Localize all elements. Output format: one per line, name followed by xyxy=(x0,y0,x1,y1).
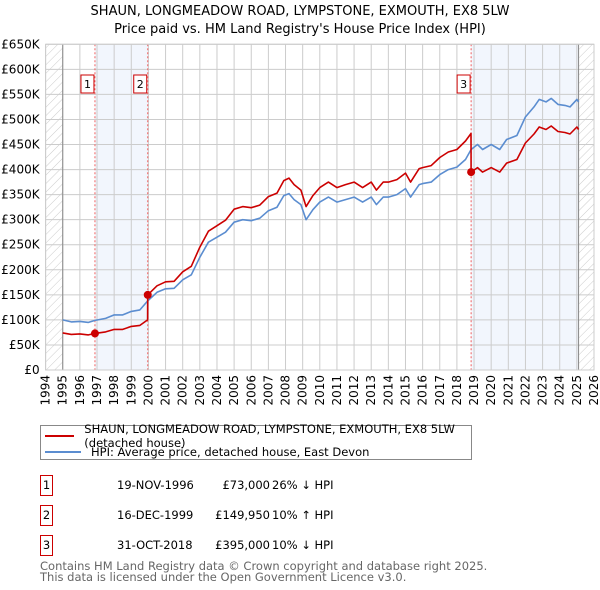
y-tick-label: £200K xyxy=(1,263,41,277)
sale-price: £395,000 xyxy=(215,538,270,552)
x-tick-label: 1998 xyxy=(107,375,121,406)
x-tick-label: 2024 xyxy=(553,375,567,406)
sale-row: 3 31-OCT-2018 £395,000 10% ↓ HPI xyxy=(40,535,440,557)
price-chart: 1994 1995 1996 1997 1998 1999 2000 2001 2002 2003… xyxy=(1,37,600,406)
sale-label-box xyxy=(456,74,471,94)
x-tick-label: 2014 xyxy=(381,375,395,406)
legend-label: SHAUN, LONGMEADOW ROAD, LYMPSTONE, EXMOU… xyxy=(84,422,455,450)
y-tick-label: £500K xyxy=(1,112,41,126)
x-tick-label: 2017 xyxy=(433,375,447,406)
x-tick-label: 2018 xyxy=(450,375,464,406)
y-tick-label: £300K xyxy=(1,213,41,227)
x-tick-label: 2016 xyxy=(416,375,430,406)
legend-swatch-blue xyxy=(45,451,81,453)
sale-point xyxy=(90,329,99,338)
sale-price: £73,000 xyxy=(222,478,270,492)
y-tick-label: £400K xyxy=(1,163,41,177)
sale-hpi-diff: 10% ↓ HPI xyxy=(272,538,334,552)
x-tick-label: 2025 xyxy=(570,375,584,406)
sale-number-badge: 1 xyxy=(40,475,53,496)
x-tick-label: 1994 xyxy=(39,375,53,406)
x-tick-label: 2008 xyxy=(279,375,293,406)
sale-point xyxy=(143,290,152,299)
x-tick-label: 2000 xyxy=(141,375,155,406)
legend-item-hpi: HPI: Average price, detached house, East… xyxy=(45,444,369,460)
y-tick-label: £150K xyxy=(1,288,41,302)
no-data-region-right xyxy=(578,44,594,371)
x-tick-label: 1999 xyxy=(124,375,138,406)
sale-label-number: 2 xyxy=(137,78,144,91)
ownership-shade xyxy=(94,44,148,371)
sale-date: 19-NOV-1996 xyxy=(117,478,194,492)
x-tick-label: 2023 xyxy=(536,375,550,406)
x-tick-label: 2003 xyxy=(193,375,207,406)
x-tick-label: 2020 xyxy=(484,375,498,406)
sale-hpi-diff: 10% ↑ HPI xyxy=(272,508,334,522)
x-tick-label: 2013 xyxy=(364,375,378,406)
x-tick-label: 2022 xyxy=(518,375,532,406)
sale-number-badge: 3 xyxy=(40,535,53,556)
y-tick-label: £450K xyxy=(1,138,41,152)
x-tick-label: 2002 xyxy=(176,375,190,406)
x-tick-label: 1995 xyxy=(56,375,70,406)
y-tick-label: £0 xyxy=(24,363,39,377)
sale-point xyxy=(467,168,476,177)
chart-subtitle: Price paid vs. HM Land Registry's House … xyxy=(114,22,486,37)
sale-date: 31-OCT-2018 xyxy=(117,538,193,552)
sale-price: £149,950 xyxy=(215,508,270,522)
x-tick-label: 2004 xyxy=(210,375,224,406)
legend-swatch-red xyxy=(45,435,75,437)
y-tick-label: £250K xyxy=(1,238,41,252)
x-tick-label: 2021 xyxy=(501,375,515,406)
plot-frame xyxy=(45,43,595,371)
sale-row: 1 19-NOV-1996 £73,000 26% ↓ HPI xyxy=(40,475,440,497)
sale-row: 2 16-DEC-1999 £149,950 10% ↑ HPI xyxy=(40,505,440,527)
x-tick-label: 2015 xyxy=(398,375,412,406)
sale-number-badge: 2 xyxy=(40,505,53,526)
x-tick-label: 2006 xyxy=(244,375,258,406)
price-paid-line xyxy=(62,125,580,336)
x-tick-label: 2007 xyxy=(261,375,275,406)
x-tick-label: 2012 xyxy=(347,375,361,406)
legend: SHAUN, LONGMEADOW ROAD, LYMPSTONE, EXMOU… xyxy=(40,422,472,460)
x-tick-label: 2010 xyxy=(313,375,327,406)
sale-label-box xyxy=(133,74,148,94)
y-tick-label: £100K xyxy=(1,313,41,327)
x-tick-label: 2011 xyxy=(330,375,344,406)
x-tick-label: 2009 xyxy=(296,375,310,406)
x-tick-label: 2001 xyxy=(159,375,173,406)
x-tick-label: 2005 xyxy=(227,375,241,406)
no-data-region-left xyxy=(45,44,63,371)
sale-label-box xyxy=(80,74,95,94)
footer-copyright: Contains HM Land Registry data © Crown c… xyxy=(40,559,488,573)
y-tick-label: £350K xyxy=(1,188,41,202)
sale-hpi-diff: 26% ↓ HPI xyxy=(272,478,334,492)
y-tick-label: £550K xyxy=(1,87,41,101)
chart-title: SHAUN, LONGMEADOW ROAD, LYMPSTONE, EXMOU… xyxy=(90,4,510,19)
sale-label-number: 3 xyxy=(460,78,467,91)
y-tick-label: £650K xyxy=(1,37,41,51)
sale-date: 16-DEC-1999 xyxy=(117,508,194,522)
y-tick-label: £50K xyxy=(9,338,41,352)
y-tick-label: £600K xyxy=(1,62,41,76)
x-tick-label: 1996 xyxy=(73,375,87,406)
sale-label-number: 1 xyxy=(84,78,91,91)
legend-label: HPI: Average price, detached house, East… xyxy=(91,445,370,459)
x-tick-label: 1997 xyxy=(90,375,104,406)
hpi-line xyxy=(62,97,580,324)
x-tick-label: 2026 xyxy=(587,375,600,406)
ownership-shade xyxy=(471,44,579,371)
x-tick-label: 2019 xyxy=(467,375,481,406)
legend-item-property: SHAUN, LONGMEADOW ROAD, LYMPSTONE, EXMOU… xyxy=(45,422,471,450)
footer-licence: This data is licensed under the Open Gov… xyxy=(40,570,407,584)
